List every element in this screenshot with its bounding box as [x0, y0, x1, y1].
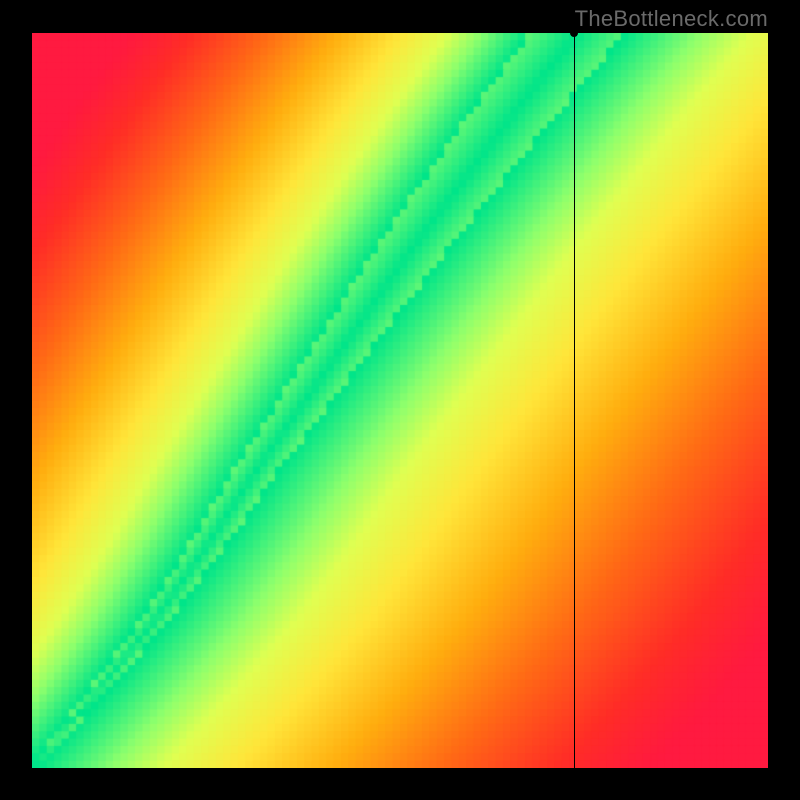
plot-area	[32, 33, 768, 768]
marker-line	[574, 33, 575, 768]
heatmap-canvas	[32, 33, 768, 768]
watermark-text: TheBottleneck.com	[575, 6, 768, 32]
chart-container: TheBottleneck.com	[0, 0, 800, 800]
